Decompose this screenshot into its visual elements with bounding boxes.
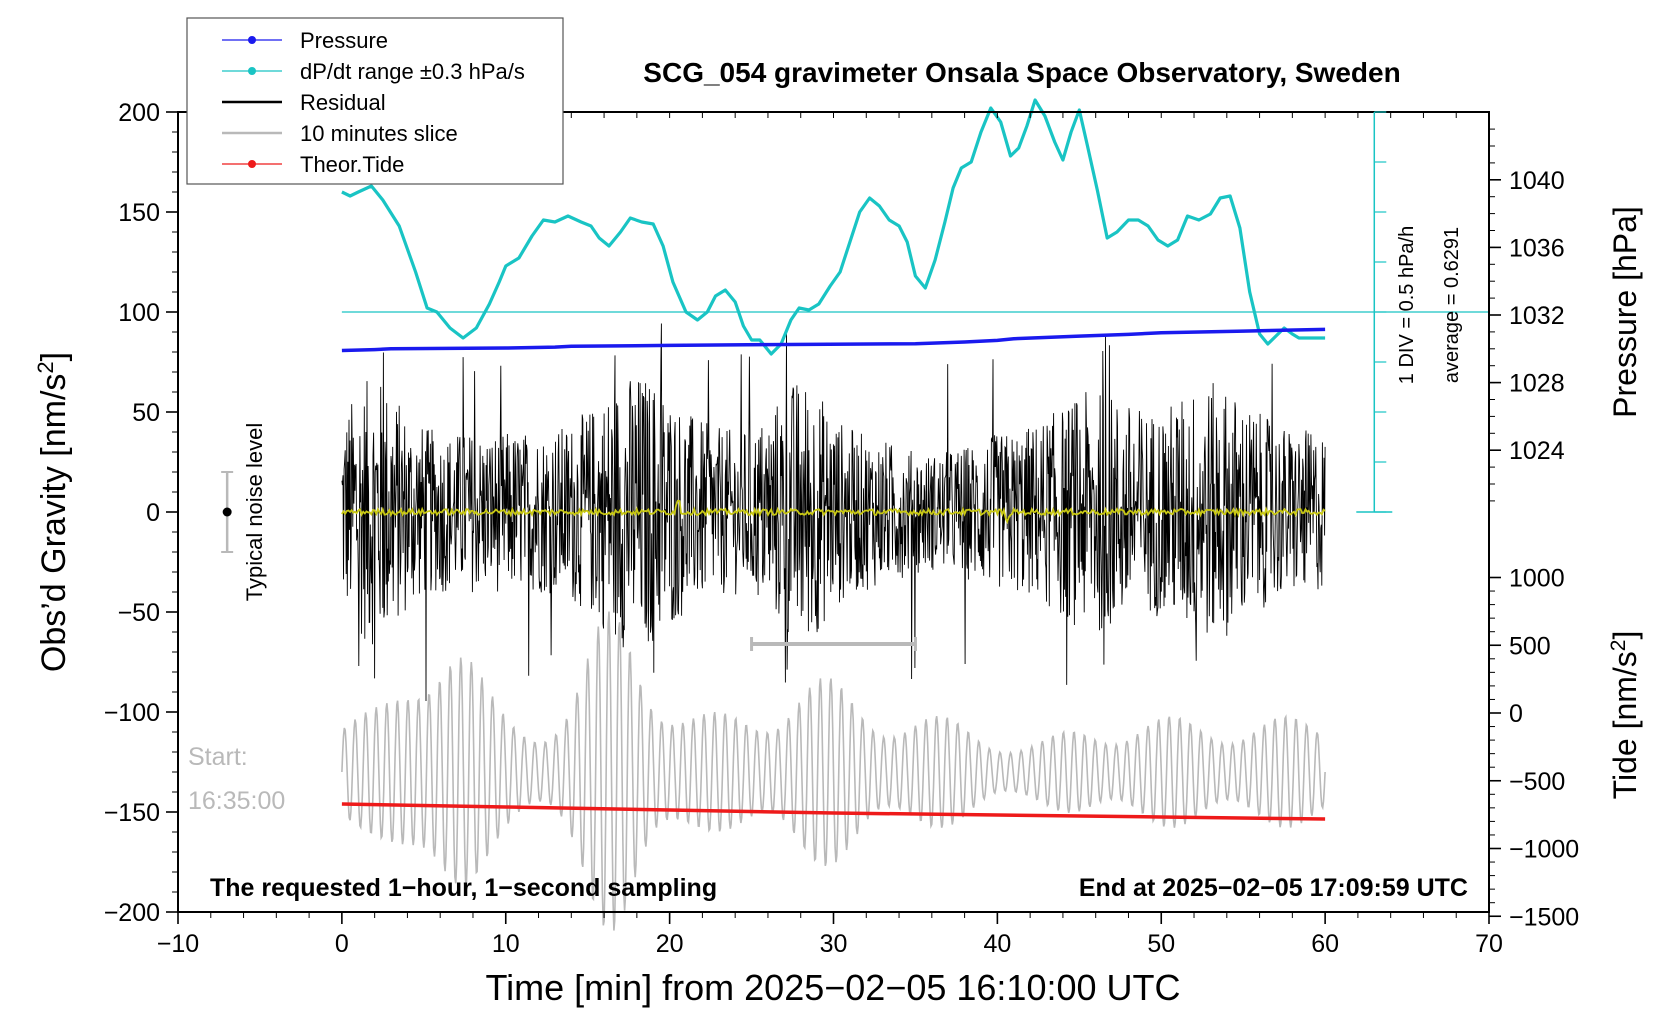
legend-label: Theor.Tide bbox=[300, 152, 404, 177]
y-tick-label-left: −200 bbox=[104, 899, 160, 927]
pressure-tick-label: 1024 bbox=[1509, 437, 1565, 465]
start-label: Start: bbox=[188, 743, 248, 771]
tide-tick-label: −1500 bbox=[1509, 903, 1579, 931]
y-tick-label-left: 200 bbox=[118, 99, 160, 127]
y-tick-label-left: −50 bbox=[118, 599, 160, 627]
y-axis-label-left: Obs’d Gravity [nm/s2] bbox=[33, 352, 73, 672]
y-tick-label-left: 50 bbox=[132, 399, 160, 427]
x-tick-label: 20 bbox=[656, 930, 684, 958]
div-label: 1 DIV = 0.5 hPa/h bbox=[1396, 226, 1418, 384]
legend-marker bbox=[248, 67, 256, 75]
x-tick-label: 30 bbox=[820, 930, 848, 958]
dpdt-line bbox=[341, 98, 1326, 356]
x-tick-label: −10 bbox=[157, 930, 199, 958]
sampling-note: The requested 1−hour, 1−second sampling bbox=[210, 874, 717, 902]
legend-label: Pressure bbox=[300, 28, 388, 53]
y-axis-label-left-text: Obs’d Gravity [nm/s bbox=[35, 374, 73, 673]
legend-label: dP/dt range ±0.3 hPa/s bbox=[300, 59, 525, 84]
x-tick-label: 40 bbox=[983, 930, 1011, 958]
tide-line bbox=[341, 802, 1326, 821]
start-time-label: 16:35:00 bbox=[188, 787, 285, 815]
x-tick-label: 50 bbox=[1147, 930, 1175, 958]
tide-tick-label: 1000 bbox=[1509, 565, 1565, 593]
residual-line bbox=[341, 323, 1326, 702]
x-axis-label: Time [min] from 2025−02−05 16:10:00 UTC bbox=[485, 967, 1180, 1008]
y-tick-label-left: −100 bbox=[104, 699, 160, 727]
y-tick-label-left: 100 bbox=[118, 299, 160, 327]
y-tick-label-left: 150 bbox=[118, 199, 160, 227]
pressure-tick-label: 1032 bbox=[1509, 302, 1565, 330]
pressure-tick-label: 1036 bbox=[1509, 234, 1565, 262]
y-tick-label-left: −150 bbox=[104, 799, 160, 827]
y-axis-label-left-close: ] bbox=[35, 352, 73, 361]
x-tick-label: 70 bbox=[1475, 930, 1503, 958]
pressure-line bbox=[341, 327, 1326, 353]
y-axis-label-pressure: Pressure [hPa] bbox=[1607, 206, 1643, 418]
legend-label: Residual bbox=[300, 90, 386, 115]
y-axis-label-left-sup: 2 bbox=[33, 361, 58, 373]
noise-level-label: Typical noise level bbox=[242, 423, 267, 602]
tide-tick-label: 500 bbox=[1509, 632, 1551, 660]
y-axis-label-tide-sup: 2 bbox=[1607, 640, 1630, 652]
legend-label: 10 minutes slice bbox=[300, 121, 458, 146]
y-axis-label-tide-close: ] bbox=[1607, 631, 1643, 640]
y-axis-label-tide-text: Tide [nm/s bbox=[1607, 651, 1643, 799]
pressure-tick-label: 1040 bbox=[1509, 167, 1565, 195]
noise-center-dot bbox=[222, 507, 232, 517]
slice-line bbox=[341, 611, 1326, 931]
legend-marker bbox=[248, 36, 256, 44]
smoothed-residual-line bbox=[341, 499, 1326, 525]
pressure-tick-label: 1028 bbox=[1509, 370, 1565, 398]
chart-title: SCG_054 gravimeter Onsala Space Observat… bbox=[643, 57, 1400, 88]
average-label: average = 0.6291 bbox=[1441, 227, 1463, 383]
end-time-note: End at 2025−02−05 17:09:59 UTC bbox=[1079, 874, 1468, 902]
x-tick-label: 60 bbox=[1311, 930, 1339, 958]
x-tick-label: 0 bbox=[335, 930, 349, 958]
tide-tick-label: −1000 bbox=[1509, 836, 1579, 864]
tide-tick-label: −500 bbox=[1509, 768, 1565, 796]
legend: Pressure dP/dt range ±0.3 hPa/s Residual 10… bbox=[186, 17, 564, 185]
y-tick-label-left: 0 bbox=[146, 499, 160, 527]
legend-marker bbox=[248, 160, 256, 168]
tide-tick-label: 0 bbox=[1509, 700, 1523, 728]
y-axis-label-tide: Tide [nm/s2] bbox=[1607, 631, 1643, 800]
x-tick-label: 10 bbox=[492, 930, 520, 958]
